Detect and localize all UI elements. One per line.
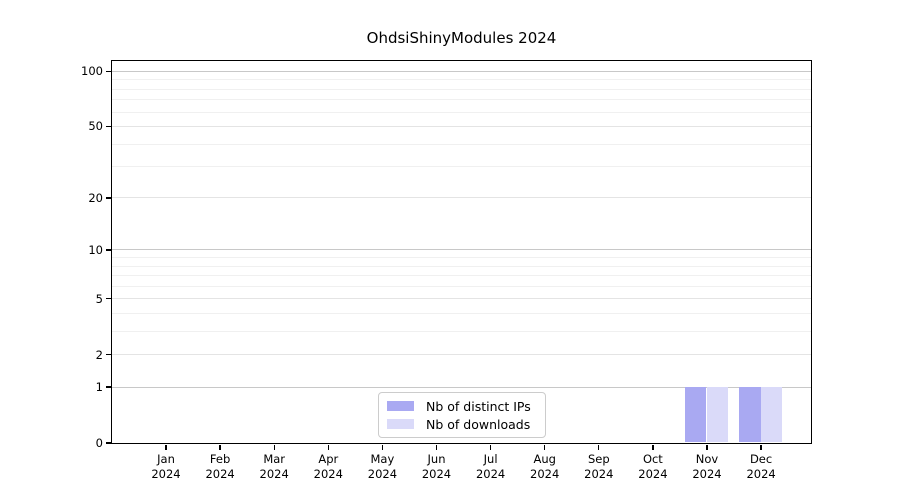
x-tick-label: Oct 2024 — [638, 452, 668, 481]
y-tick-mark — [105, 298, 111, 300]
x-tick-label: Jun 2024 — [421, 452, 452, 481]
y-tick-mark — [105, 386, 111, 388]
legend-swatch-distinct-ips-icon — [387, 401, 414, 411]
legend-entry-distinct-ips: Nb of distinct IPs — [387, 398, 537, 414]
x-tick-label: Dec 2024 — [746, 452, 776, 481]
x-tick-label: Aug 2024 — [530, 452, 560, 481]
x-tick-mark — [652, 444, 654, 450]
x-tick-label: Jan 2024 — [151, 452, 181, 481]
legend-swatch-downloads-icon — [387, 419, 414, 429]
x-tick-mark — [489, 444, 492, 450]
x-tick-mark — [435, 444, 438, 450]
gridline-decade — [111, 70, 811, 72]
gridline-decade — [111, 386, 811, 388]
gridline-minor — [111, 99, 811, 101]
x-tick-label: May 2024 — [367, 452, 398, 481]
x-tick-mark — [760, 444, 762, 450]
y-tick-label: 20 — [88, 190, 103, 205]
x-tick-mark — [273, 444, 275, 450]
gridline-minor — [111, 166, 811, 168]
gridline-decade — [111, 249, 811, 251]
y-tick-mark — [105, 353, 111, 356]
y-tick-label: 0 — [95, 436, 103, 450]
gridline-labeled — [111, 125, 811, 127]
y-tick-label: 50 — [88, 119, 103, 134]
x-tick-label: Apr 2024 — [313, 452, 343, 481]
y-tick-label: 1 — [95, 380, 103, 395]
x-tick-label: Feb 2024 — [205, 452, 235, 481]
gridline-labeled — [111, 354, 811, 356]
y-tick-mark — [105, 249, 111, 251]
legend-entry-downloads: Nb of downloads — [387, 416, 537, 432]
x-tick-label: Mar 2024 — [259, 452, 289, 481]
y-tick-mark — [105, 125, 111, 128]
y-tick-label: 5 — [95, 291, 103, 306]
gridline-minor — [111, 285, 811, 287]
legend-label-distinct-ips: Nb of distinct IPs — [426, 398, 531, 414]
bar-distinct-ips — [684, 386, 707, 443]
legend-label-downloads: Nb of downloads — [426, 416, 531, 432]
bar-downloads — [760, 386, 783, 443]
x-tick-mark — [165, 444, 167, 450]
gridline-minor — [111, 111, 811, 113]
x-tick-mark — [381, 444, 384, 450]
gridline-minor — [111, 265, 811, 267]
x-tick-mark — [327, 444, 329, 450]
gridline-minor — [111, 330, 811, 332]
x-tick-mark — [219, 444, 221, 450]
x-tick-mark — [706, 444, 708, 450]
y-tick-label: 100 — [81, 64, 103, 79]
gridline-minor — [111, 312, 811, 314]
bar-downloads — [706, 386, 729, 443]
y-tick-label: 2 — [95, 347, 103, 362]
x-tick-label: Sep 2024 — [584, 452, 614, 481]
x-tick-label: Jul 2024 — [475, 452, 506, 481]
x-tick-mark — [598, 444, 600, 450]
bar-distinct-ips — [739, 386, 761, 443]
gridline-labeled — [111, 298, 811, 300]
y-tick-mark — [105, 197, 111, 199]
gridline-minor — [111, 88, 811, 90]
x-tick-label: Nov 2024 — [692, 452, 722, 481]
gridline-minor — [111, 257, 811, 259]
x-tick-mark — [544, 444, 546, 450]
gridline-minor — [111, 143, 811, 145]
y-tick-mark — [105, 70, 111, 73]
gridline-minor — [111, 79, 811, 81]
legend: Nb of distinct IPs Nb of downloads — [378, 392, 546, 438]
y-tick-mark — [105, 442, 111, 444]
gridline-minor — [111, 275, 811, 277]
chart-title: OhdsiShinyModules 2024 — [366, 29, 557, 47]
y-tick-label: 10 — [88, 242, 103, 257]
gridline-labeled — [111, 197, 811, 199]
plot-area — [110, 59, 812, 444]
